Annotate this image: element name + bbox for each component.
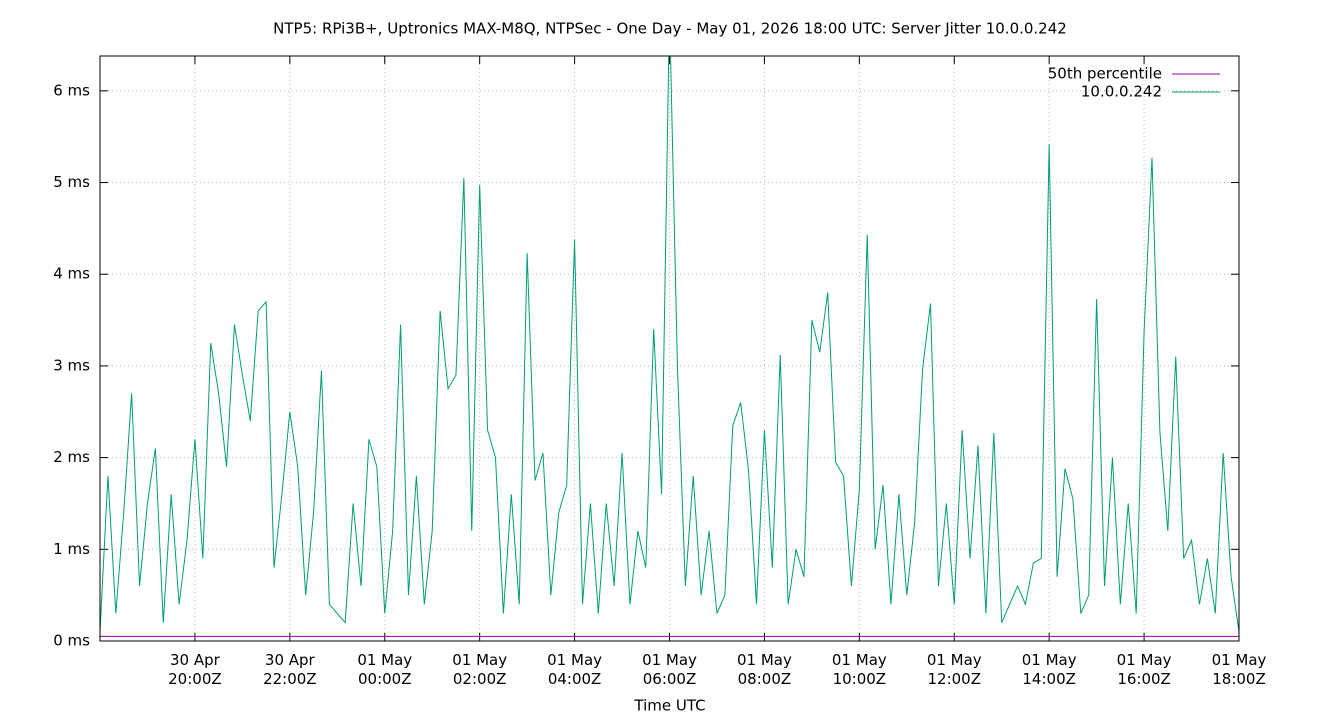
x-tick-label: 30 Apr 20:00Z bbox=[168, 651, 222, 688]
y-tick-label: 2 ms bbox=[53, 448, 90, 466]
y-tick-label: 6 ms bbox=[53, 81, 90, 99]
x-tick-label: 01 May 08:00Z bbox=[736, 651, 792, 688]
x-tick-label: 01 May 18:00Z bbox=[1211, 651, 1267, 688]
chart-title: NTP5: RPi3B+, Uptronics MAX-M8Q, NTPSec … bbox=[273, 20, 1067, 38]
x-axis-label: Time UTC bbox=[633, 697, 705, 715]
y-tick-label: 3 ms bbox=[53, 356, 90, 374]
plot-area bbox=[100, 56, 1239, 637]
x-tick-label: 30 Apr 22:00Z bbox=[263, 651, 317, 688]
y-tick-label: 1 ms bbox=[53, 540, 90, 558]
x-tick-label: 01 May 14:00Z bbox=[1021, 651, 1077, 688]
y-tick-label: 5 ms bbox=[53, 173, 90, 191]
legend-label: 50th percentile bbox=[1048, 65, 1162, 83]
plot-border bbox=[99, 55, 1240, 642]
x-tick-label: 01 May 04:00Z bbox=[547, 651, 603, 688]
x-tick-label: 01 May 06:00Z bbox=[642, 651, 697, 688]
x-tick-label: 01 May 16:00Z bbox=[1116, 651, 1172, 688]
x-tick-label: 01 May 02:00Z bbox=[452, 651, 508, 688]
legend-label: 10.0.0.242 bbox=[1081, 83, 1162, 101]
series-line bbox=[100, 56, 1239, 632]
y-tick-label: 4 ms bbox=[53, 265, 90, 283]
y-tick-label: 0 ms bbox=[53, 632, 90, 650]
x-tick-label: 01 May 00:00Z bbox=[357, 651, 413, 688]
x-tick-label: 01 May 10:00Z bbox=[831, 651, 887, 688]
x-tick-label: 01 May 12:00Z bbox=[926, 651, 982, 688]
